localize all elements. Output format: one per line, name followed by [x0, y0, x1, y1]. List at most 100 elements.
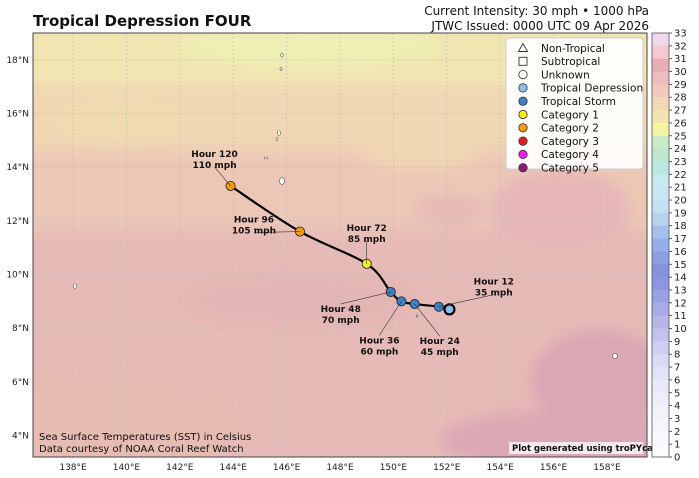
colorbar-segment	[652, 97, 669, 111]
colorbar-label: 13	[674, 285, 687, 296]
legend-item-label: Subtropical	[541, 56, 600, 68]
colorbar-label: 26	[674, 118, 687, 129]
colorbar-label: 28	[674, 93, 687, 104]
colorbar-label: 17	[674, 234, 687, 245]
issued-time: JTWC Issued: 0000 UTC 09 Apr 2026	[431, 19, 649, 33]
colorbar-label: 2	[674, 427, 680, 438]
colorbar-segment	[652, 431, 669, 445]
lat-tick-label: 12°N	[6, 217, 29, 227]
sst-colorbar: 3332313029282726252423222120191817161514…	[652, 29, 687, 464]
colorbar-segment	[652, 110, 669, 124]
forecast-leader-line	[438, 294, 494, 308]
colorbar-segment	[652, 212, 669, 227]
colorbar-segment	[652, 289, 669, 304]
colorbar-label: 22	[674, 170, 687, 181]
colorbar-label: 9	[674, 337, 680, 348]
colorbar-segment	[652, 84, 669, 98]
forecast-wind: 105 mph	[232, 227, 276, 237]
lon-tick-label: 152°E	[433, 463, 461, 473]
plot-frame	[32, 32, 648, 458]
colorbar-label: 32	[674, 41, 687, 52]
colorbar-segment	[652, 122, 669, 137]
legend-circle-icon	[518, 83, 528, 93]
colorbar-segment	[652, 148, 669, 162]
forecast-hour: Hour 12	[474, 278, 514, 288]
forecast-hour: Hour 120	[191, 150, 237, 160]
legend-circle-icon	[518, 109, 528, 120]
colorbar-segment	[652, 444, 669, 458]
colorbar-segment	[652, 200, 669, 214]
forecast-leader-line	[253, 231, 300, 233]
colorbar-segment	[652, 367, 669, 381]
legend-item-label: Category 4	[541, 149, 599, 161]
legend-circle-icon	[518, 70, 528, 80]
forecast-hour: Hour 36	[359, 336, 399, 346]
colorbar-segment	[652, 392, 669, 407]
forecast-hour: Hour 72	[347, 224, 387, 234]
legend-circle-icon	[518, 136, 528, 146]
legend-square-icon	[518, 56, 528, 66]
colorbar-label: 25	[674, 131, 687, 142]
colorbar-segment	[652, 354, 669, 368]
forecast-leader-line	[340, 291, 391, 305]
map-title: Tropical Depression FOUR	[33, 12, 252, 30]
colorbar-label: 1	[674, 440, 680, 451]
colorbar-segment	[652, 277, 669, 291]
colorbar-segment	[652, 174, 669, 188]
current-position-marker[interactable]	[443, 303, 456, 316]
credit-noaa: Data courtesy of NOAA Coral Reef Watch	[39, 444, 244, 455]
colorbar-segment	[652, 418, 669, 432]
colorbar-label: 4	[674, 401, 680, 412]
colorbar-label: 15	[674, 260, 687, 271]
legend-circle-icon	[518, 163, 528, 173]
colorbar-segment	[652, 161, 669, 175]
colorbar-segment	[652, 328, 669, 342]
lat-tick-label: 6°N	[12, 378, 29, 388]
colorbar-segment	[652, 238, 669, 252]
colorbar-label: 18	[674, 221, 687, 232]
colorbar-segment	[652, 33, 669, 47]
current-intensity: Current Intensity: 30 mph • 1000 hPa	[424, 4, 649, 18]
colorbar-segment	[652, 45, 669, 60]
legend-circle-icon	[518, 149, 528, 159]
colorbar-label: 8	[674, 350, 680, 361]
forecast-wind: 35 mph	[475, 289, 513, 299]
lat-tick-label: 14°N	[6, 163, 29, 173]
forecast-leader-line	[414, 303, 440, 337]
lon-tick-label: 144°E	[220, 463, 248, 473]
forecast-wind: 70 mph	[322, 316, 360, 326]
credit-sst: Sea Surface Temperatures (SST) in Celsiu…	[39, 432, 251, 443]
lon-tick-label: 154°E	[486, 463, 514, 473]
legend-item-label: Category 2	[541, 123, 599, 135]
forecast-wind: 45 mph	[421, 348, 459, 358]
lat-tick-label: 8°N	[12, 324, 29, 334]
colorbar-segment	[652, 264, 669, 278]
generated-box	[509, 442, 643, 454]
colorbar-label: 30	[674, 67, 687, 78]
legend-circle-icon	[518, 123, 528, 133]
lat-tick-label: 4°N	[12, 432, 29, 442]
colorbar-segment	[652, 135, 669, 150]
colorbar-label: 31	[674, 54, 687, 65]
colorbar-label: 11	[674, 311, 687, 322]
lat-tick-label: 16°N	[6, 110, 29, 120]
colorbar-label: 5	[674, 388, 680, 399]
lon-tick-label: 156°E	[540, 463, 568, 473]
lat-tick-label: 10°N	[6, 271, 29, 281]
colorbar-label: 24	[674, 144, 687, 155]
colorbar-segment	[652, 315, 669, 330]
forecast-leader-line	[379, 301, 402, 336]
legend-item-label: Tropical Storm	[540, 96, 616, 108]
colorbar-label: 27	[674, 106, 687, 117]
colorbar-segment	[652, 302, 669, 317]
lon-tick-label: 138°E	[59, 463, 87, 473]
colorbar-label: 7	[674, 363, 680, 374]
legend-item-label: Tropical Depression	[540, 83, 643, 95]
colorbar-label: 6	[674, 375, 680, 386]
forecast-wind: 110 mph	[192, 161, 236, 171]
